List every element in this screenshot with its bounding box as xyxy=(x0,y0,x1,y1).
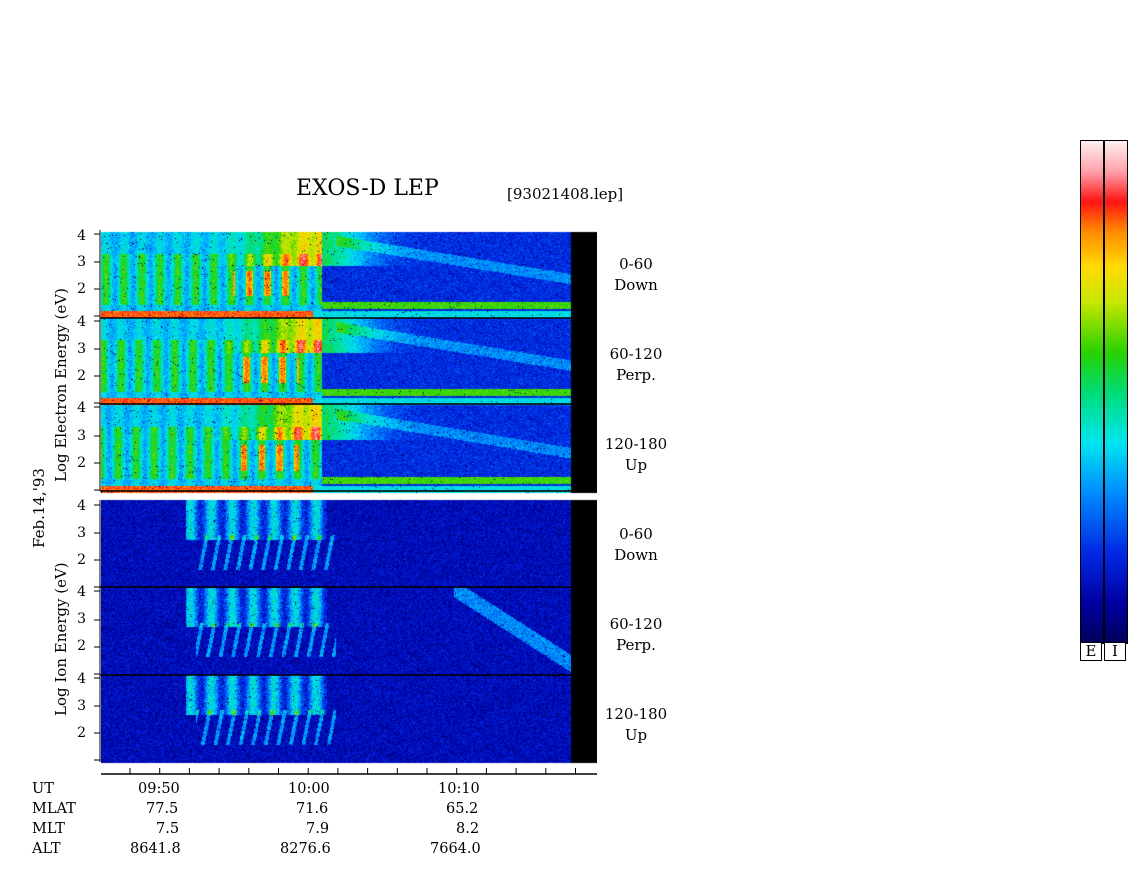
panel-direction: Up xyxy=(624,456,648,474)
y-tick-label: 3 xyxy=(77,525,86,541)
date-label: Feb.14,'93 xyxy=(30,468,48,548)
y-tick-label: 2 xyxy=(77,552,86,568)
y-tick-label: 2 xyxy=(77,638,86,654)
y-tick-label: 3 xyxy=(77,254,86,270)
file-label: [93021408.lep] xyxy=(507,185,624,203)
axes-overlay xyxy=(94,230,597,775)
panel-direction: Perp. xyxy=(616,636,656,654)
panel-direction: Up xyxy=(624,726,648,744)
x-row-label-alt: ALT xyxy=(32,841,61,857)
panel-direction: Down xyxy=(614,276,658,294)
panel-label-5: 60-120 Perp. xyxy=(596,614,676,656)
panel-label-3: 120-180 Up xyxy=(596,434,676,476)
y-tick-label: 2 xyxy=(77,281,86,297)
ion-ylabel: Log Ion Energy (eV) xyxy=(52,562,70,716)
panel-angle: 120-180 xyxy=(604,705,668,723)
alt-value: 7664.0 xyxy=(430,841,481,857)
panel-label-6: 120-180 Up xyxy=(596,704,676,746)
mlat-value: 71.6 xyxy=(296,801,329,817)
alt-value: 8276.6 xyxy=(280,841,331,857)
mlt-value: 7.5 xyxy=(156,821,180,837)
mlat-value: 65.2 xyxy=(446,801,479,817)
colorbar-electron xyxy=(1080,140,1104,644)
panel-angle: 60-120 xyxy=(609,345,663,363)
x-tick-label: 09:50 xyxy=(138,781,180,797)
y-tick-label: 2 xyxy=(77,455,86,471)
panel-angle: 0-60 xyxy=(619,525,653,543)
x-row-label-mlt: MLT xyxy=(32,821,65,837)
electron-ylabel: Log Electron Energy (eV) xyxy=(52,288,70,482)
y-tick-label: 3 xyxy=(77,428,86,444)
y-tick-label: 4 xyxy=(77,498,86,514)
y-tick-label: 3 xyxy=(77,698,86,714)
mlat-value: 77.5 xyxy=(146,801,179,817)
y-tick-label: 3 xyxy=(77,611,86,627)
panel-label-2: 60-120 Perp. xyxy=(596,344,676,386)
y-tick-label: 2 xyxy=(77,725,86,741)
x-tick-label: 10:00 xyxy=(288,781,330,797)
y-tick-label: 4 xyxy=(77,314,86,330)
colorbar-label-e: E xyxy=(1080,642,1102,661)
y-tick-label: 4 xyxy=(77,671,86,687)
panel-direction: Down xyxy=(614,546,658,564)
y-tick-label: 4 xyxy=(77,584,86,600)
mlt-value: 8.2 xyxy=(456,821,480,837)
y-tick-label: 4 xyxy=(77,400,86,416)
panel-label-1: 0-60 Down xyxy=(596,254,676,296)
panel-angle: 0-60 xyxy=(619,255,653,273)
chart-title: EXOS-D LEP xyxy=(296,176,439,201)
y-tick-label: 3 xyxy=(77,341,86,357)
panel-direction: Perp. xyxy=(616,366,656,384)
panel-angle: 60-120 xyxy=(609,615,663,633)
x-row-label-ut: UT xyxy=(32,781,54,797)
x-tick-label: 10:10 xyxy=(438,781,480,797)
alt-value: 8641.8 xyxy=(130,841,181,857)
mlt-value: 7.9 xyxy=(306,821,330,837)
y-tick-label: 2 xyxy=(77,368,86,384)
x-row-label-mlat: MLAT xyxy=(32,801,76,817)
y-tick-label: 4 xyxy=(77,228,86,244)
colorbar-label-i: I xyxy=(1104,642,1126,661)
panel-angle: 120-180 xyxy=(604,435,668,453)
colorbar-ion xyxy=(1104,140,1128,644)
panel-label-4: 0-60 Down xyxy=(596,524,676,566)
